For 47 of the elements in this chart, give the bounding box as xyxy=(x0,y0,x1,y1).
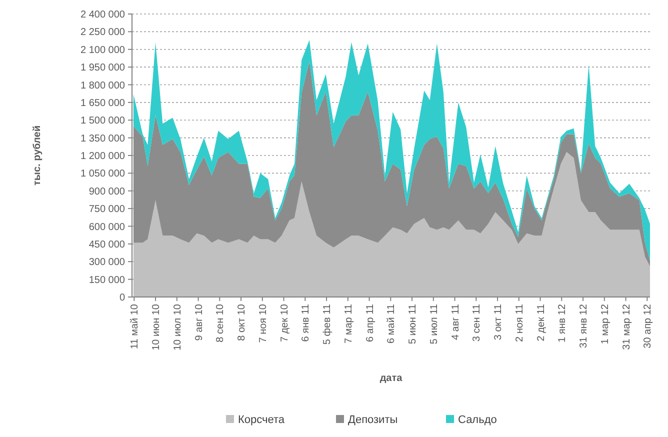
y-tick-label: 750 000 xyxy=(88,204,126,216)
y-tick-label: 0 xyxy=(119,292,126,304)
y-tick-label: 1 650 000 xyxy=(80,98,126,109)
y-axis-title: тыс. рублей xyxy=(32,126,43,186)
x-tick-label: 3 сен 11 xyxy=(472,304,483,342)
y-tick-label: 2 250 000 xyxy=(80,27,126,38)
y-tick-label: 1 800 000 xyxy=(80,80,126,92)
y-tick-label: 1 050 000 xyxy=(80,168,126,180)
legend-label: Сальдо xyxy=(458,414,497,426)
x-tick-label: 2 дек 11 xyxy=(536,304,547,342)
y-tick-label: 1 350 000 xyxy=(80,133,126,144)
x-tick-label: 5 фев 11 xyxy=(322,304,334,345)
x-tick-label: 4 авг 11 xyxy=(450,304,462,340)
y-tick-label: 300 000 xyxy=(88,257,126,268)
legend-label: Депозиты xyxy=(348,414,398,426)
y-tick-label: 1 500 000 xyxy=(80,116,126,127)
x-tick-label: 9 авг 10 xyxy=(194,304,205,341)
x-tick-label: 30 апр 12 xyxy=(642,304,654,348)
x-tick-label: 8 сен 10 xyxy=(215,304,226,342)
x-tick-label: 6 май 11 xyxy=(386,304,398,344)
x-tick-label: 2 ноя 11 xyxy=(514,304,526,342)
x-tick-label: 7 дек 10 xyxy=(279,304,290,342)
x-tick-label: 5 июл 11 xyxy=(428,304,440,344)
x-tick-label: 3 окт 11 xyxy=(493,304,504,340)
x-tick-label: 10 июл 10 xyxy=(172,304,184,351)
x-tick-label: 11 май 10 xyxy=(130,304,141,350)
x-tick-label: 31 мар 12 xyxy=(621,304,632,350)
y-tick-label: 150 000 xyxy=(88,274,126,286)
x-tick-label: 8 окт 10 xyxy=(236,304,248,341)
y-tick-label: 1 950 000 xyxy=(80,62,126,74)
x-tick-label: 1 мар 12 xyxy=(600,304,611,344)
x-tick-label: 6 апр 11 xyxy=(364,304,376,342)
x-tick-label: 7 мар 11 xyxy=(343,304,354,344)
y-tick-label: 2 100 000 xyxy=(80,44,126,56)
x-tick-label: 1 янв 12 xyxy=(557,304,568,342)
legend-label: Корсчета xyxy=(238,414,286,426)
x-tick-label: 5 июн 11 xyxy=(408,304,419,344)
x-tick-label: 31 янв 12 xyxy=(578,304,590,348)
y-tick-label: 450 000 xyxy=(88,239,126,250)
x-tick-label: 7 ноя 10 xyxy=(258,304,269,343)
x-axis-title: дата xyxy=(380,373,403,384)
y-tick-label: 2 400 000 xyxy=(80,10,126,20)
y-tick-label: 900 000 xyxy=(88,186,126,198)
x-tick-label: 6 янв 11 xyxy=(300,304,312,342)
x-tick-label: 10 июн 10 xyxy=(151,304,162,350)
y-tick-label: 1 200 000 xyxy=(80,151,126,162)
y-tick-label: 600 000 xyxy=(88,222,126,233)
